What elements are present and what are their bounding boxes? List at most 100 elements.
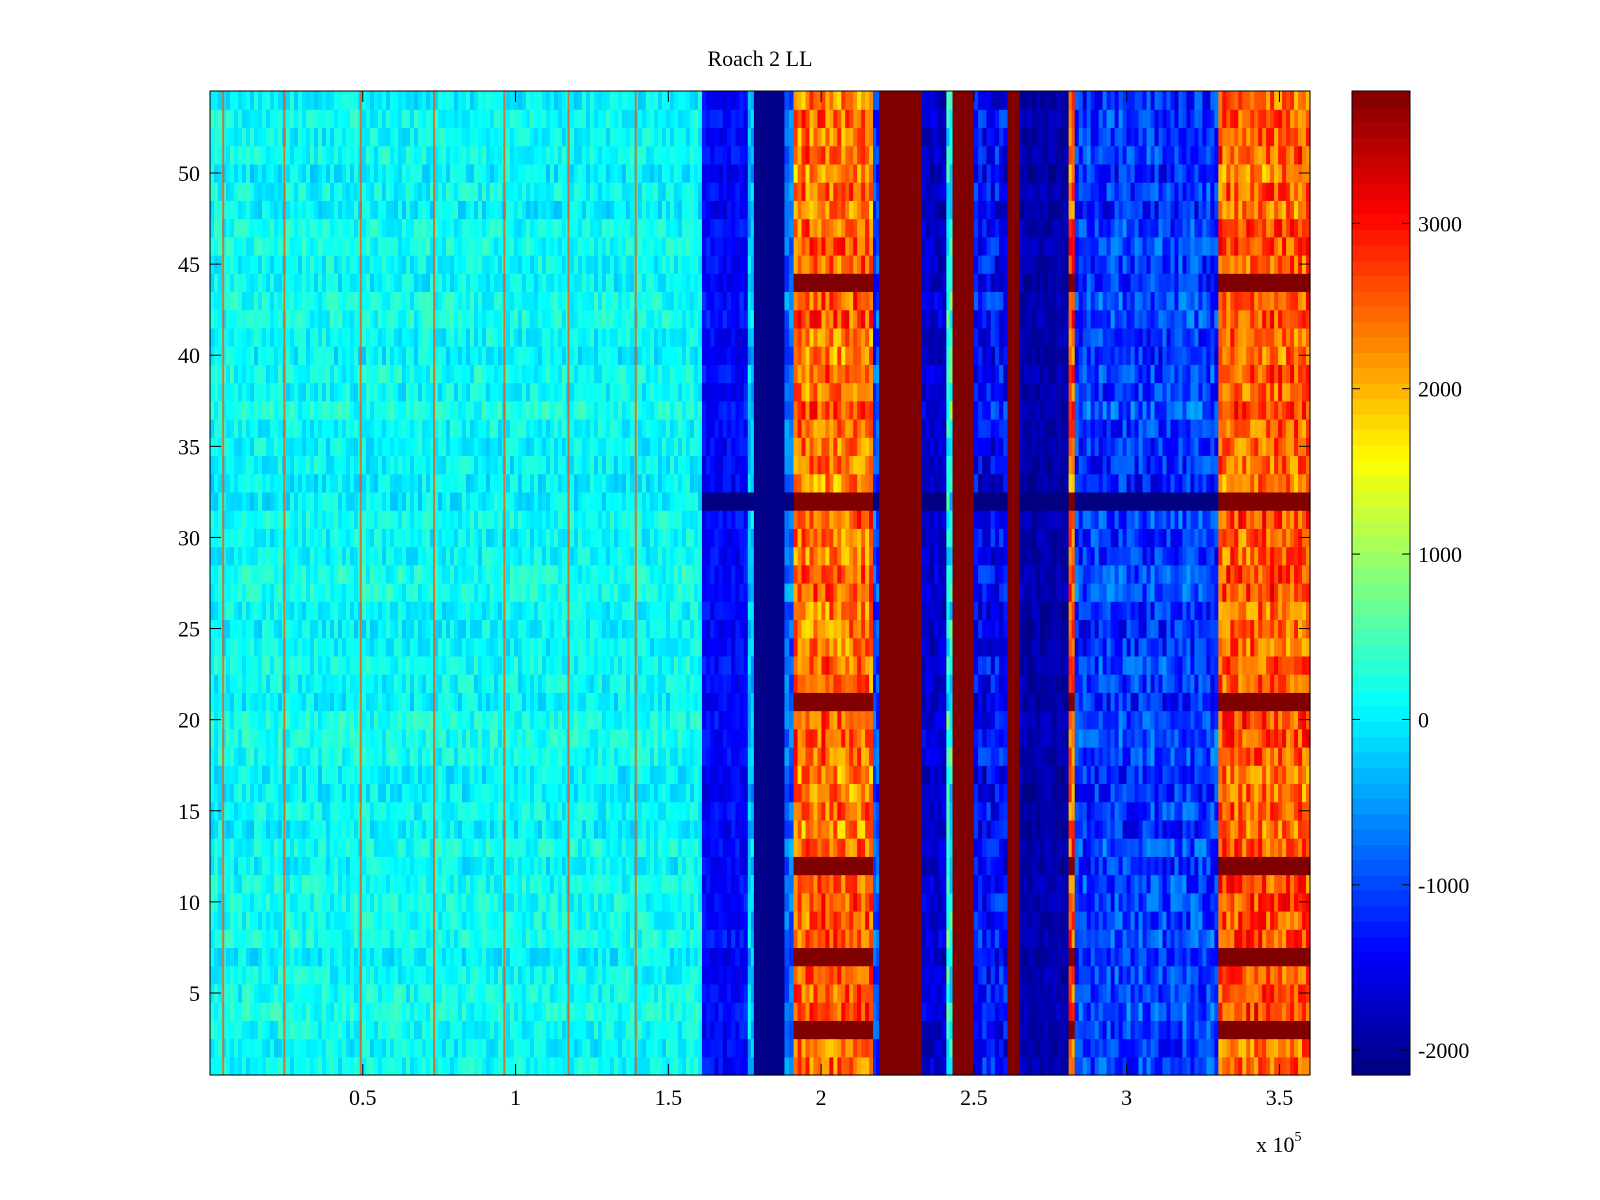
heatmap-cell — [238, 491, 243, 511]
heatmap-cell — [401, 728, 407, 748]
heatmap-cell — [657, 983, 663, 1003]
heatmap-cell — [222, 1020, 227, 1040]
heatmap-cell — [445, 783, 451, 803]
heatmap-cell — [301, 382, 307, 402]
heatmap-cell — [234, 583, 239, 602]
heatmap-cell — [417, 1056, 423, 1076]
heatmap-cell — [417, 346, 423, 365]
heatmap-cell — [297, 437, 303, 457]
heatmap-cell — [697, 564, 703, 584]
heatmap-cell — [469, 747, 475, 766]
heatmap-cell — [397, 564, 403, 584]
heatmap-cell — [297, 765, 303, 785]
heatmap-cell — [345, 364, 351, 384]
heatmap-cell — [673, 546, 679, 566]
heatmap-cell — [333, 929, 339, 949]
heatmap-cell — [230, 400, 235, 420]
heatmap-cell — [573, 346, 579, 365]
heatmap-cell — [317, 528, 323, 548]
heatmap-cell — [377, 728, 383, 748]
heatmap-cell — [325, 510, 331, 529]
heatmap-cell — [605, 819, 611, 839]
heatmap-cell — [609, 1020, 615, 1040]
heatmap-cell — [222, 983, 227, 1003]
heatmap-cell — [589, 874, 595, 894]
heatmap-cell — [377, 491, 383, 511]
heatmap-cell — [537, 947, 543, 967]
heatmap-cell — [605, 710, 611, 730]
heatmap-cell — [697, 583, 703, 602]
heatmap-cell — [545, 655, 551, 675]
heatmap-cell — [413, 856, 419, 876]
heatmap-cell — [393, 364, 399, 384]
heatmap-cell — [605, 965, 611, 985]
heatmap-cell — [254, 765, 259, 785]
heatmap-cell — [473, 874, 479, 894]
heatmap-cell — [273, 510, 279, 529]
heatmap-cell — [373, 510, 379, 529]
heatmap-cell — [309, 601, 315, 621]
heatmap-cell — [242, 911, 247, 930]
heatmap-cell — [621, 692, 627, 712]
heatmap-cell — [261, 947, 267, 967]
heatmap-cell — [210, 1020, 215, 1040]
heatmap-cell — [637, 455, 643, 475]
heatmap-cell — [305, 455, 311, 475]
heatmap-cell — [257, 819, 263, 839]
heatmap-cell — [609, 473, 615, 493]
heatmap-cell — [285, 655, 291, 675]
heatmap-cell — [689, 546, 695, 566]
heatmap-cell — [469, 564, 475, 584]
heatmap-cell — [409, 929, 415, 949]
heatmap-cell — [577, 601, 583, 621]
heatmap-cell — [637, 892, 643, 912]
heatmap-cell — [685, 819, 691, 839]
heatmap-cell — [513, 1020, 519, 1040]
heatmap-cell — [361, 473, 367, 493]
heatmap-cell — [373, 838, 379, 857]
heatmap-cell — [429, 510, 435, 529]
heatmap-cell — [445, 747, 451, 766]
heatmap-cell — [437, 419, 443, 438]
heatmap-cell — [681, 692, 687, 712]
heatmap-cell — [421, 437, 427, 457]
heatmap-cell — [613, 674, 619, 693]
heatmap-cell — [285, 510, 291, 529]
heatmap-cell — [317, 419, 323, 438]
heatmap-cell — [645, 510, 651, 529]
heatmap-cell — [601, 911, 607, 930]
heatmap-cell — [293, 455, 299, 475]
heatmap-cell — [337, 874, 343, 894]
heatmap-cell — [393, 546, 399, 566]
heatmap-cell — [453, 965, 459, 985]
heatmap-cell — [613, 510, 619, 529]
heatmap-cell — [605, 637, 611, 657]
heatmap-cell — [321, 856, 327, 876]
heatmap-cell — [333, 473, 339, 493]
heatmap-cell — [473, 346, 479, 365]
heatmap-cell — [437, 801, 443, 821]
heatmap-cell — [553, 491, 559, 511]
heatmap-cell — [321, 364, 327, 384]
heatmap-cell — [309, 1038, 315, 1058]
heatmap-cell — [497, 382, 503, 402]
heatmap-cell — [393, 327, 399, 347]
heatmap-cell — [242, 327, 247, 347]
heatmap-cell — [325, 874, 331, 894]
heatmap-cell — [669, 364, 675, 384]
heatmap-cell — [525, 546, 531, 566]
heatmap-cell — [505, 692, 511, 712]
heatmap-cell — [505, 327, 511, 347]
heatmap-cell — [250, 783, 255, 803]
heatmap-cell — [254, 564, 259, 584]
heatmap-cell — [433, 619, 439, 639]
heatmap-cell — [238, 455, 243, 475]
heatmap-cell — [657, 728, 663, 748]
heatmap-cell — [629, 747, 635, 766]
heatmap-cell — [437, 1020, 443, 1040]
heatmap-cell — [513, 528, 519, 548]
heatmap-cell — [285, 783, 291, 803]
heatmap-cell — [325, 437, 331, 457]
heatmap-cell — [242, 801, 247, 821]
heatmap-cell — [681, 728, 687, 748]
